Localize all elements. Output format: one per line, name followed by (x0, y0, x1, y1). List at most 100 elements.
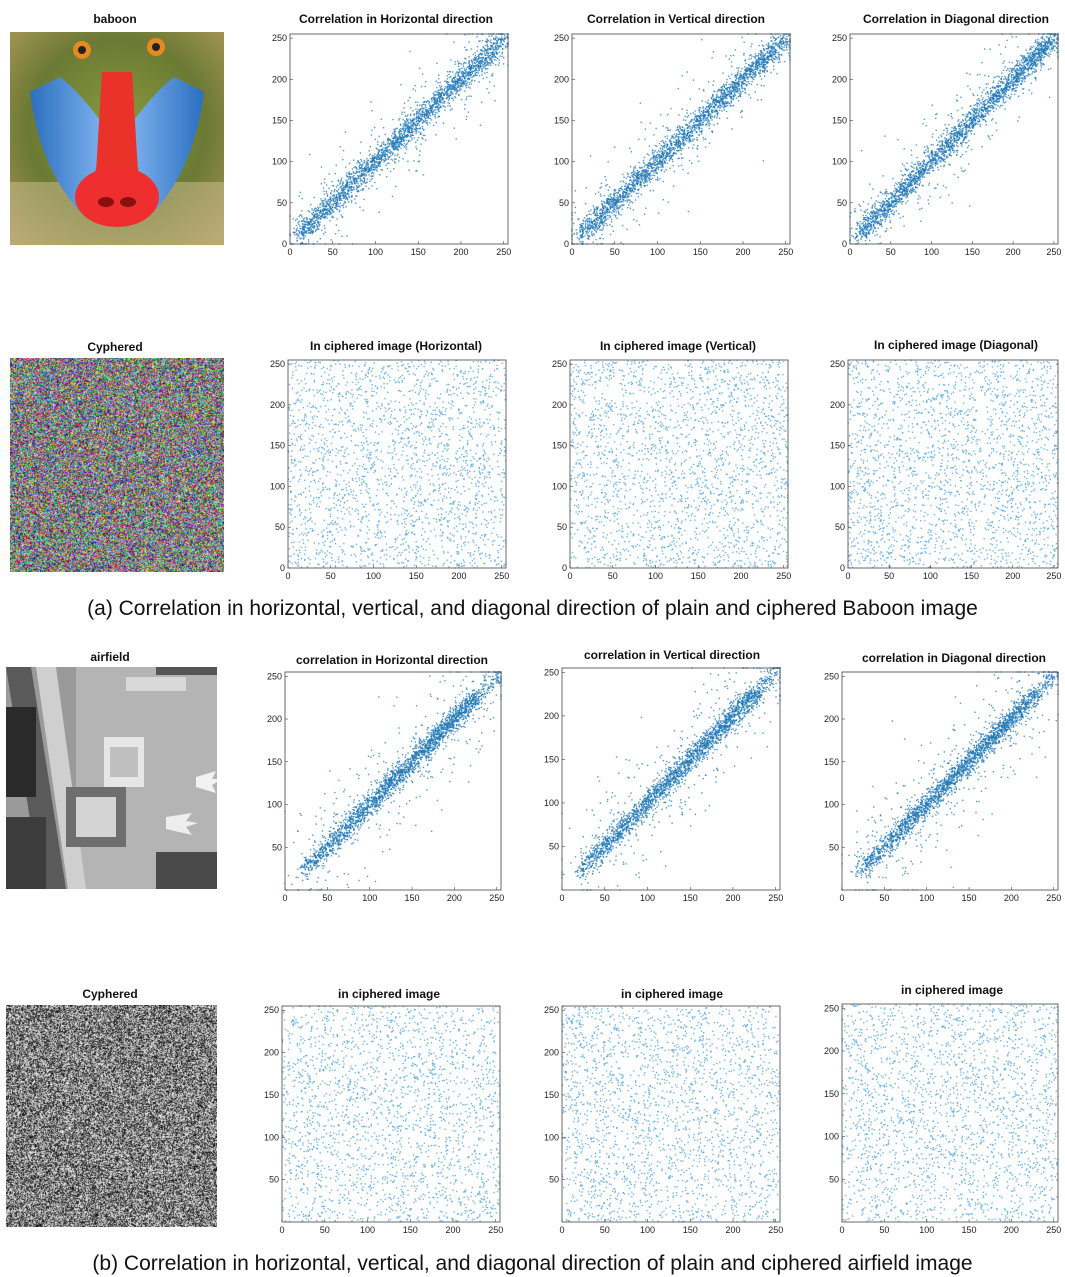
scatter-point (607, 197, 609, 200)
scatter-point (733, 86, 735, 89)
scatter-point (336, 208, 338, 210)
scatter-point (372, 173, 375, 175)
scatter-point (407, 124, 409, 127)
scatter-point (404, 144, 406, 146)
scatter-point (605, 219, 607, 221)
scatter-point (667, 127, 669, 129)
scatter-point (503, 35, 506, 37)
scatter-point (307, 210, 309, 212)
scatter-point (670, 156, 673, 158)
scatter-point (317, 207, 320, 209)
scatter-point (399, 124, 402, 126)
scatter-point (777, 53, 780, 55)
scatter-point (686, 130, 688, 132)
scatter-point (735, 97, 738, 99)
scatter-point (736, 90, 739, 92)
scatter-point (720, 99, 723, 102)
scatter-point (614, 146, 616, 148)
scatter-point (734, 76, 736, 78)
scatter-point (782, 35, 784, 37)
scatter-point (752, 66, 755, 68)
scatter-point (481, 74, 483, 76)
scatter-point (779, 35, 782, 37)
scatter-point (725, 110, 728, 113)
scatter-point (331, 198, 334, 200)
scatter-point (344, 192, 346, 194)
scatter-point (386, 148, 389, 150)
scatter-point (683, 142, 686, 144)
scatter-point (378, 160, 381, 163)
scatter-point (656, 178, 659, 180)
scatter-point (304, 221, 306, 223)
scatter-point (695, 119, 697, 122)
scatter-point (596, 212, 598, 214)
scatter-point (457, 73, 459, 76)
scatter-point (465, 58, 467, 60)
scatter-point (645, 171, 647, 174)
scatter-point (353, 172, 355, 174)
scatter-point (750, 67, 752, 70)
scatter-point (454, 76, 456, 79)
scatter-point (470, 83, 473, 85)
scatter-point (613, 214, 615, 216)
scatter-point (705, 124, 708, 126)
scatter-point (314, 216, 316, 218)
scatter-point (702, 112, 704, 114)
scatter-point (786, 49, 788, 51)
scatter-point (730, 90, 732, 92)
scatter-point (649, 159, 651, 162)
scatter-point (308, 224, 310, 226)
scatter-point (593, 228, 595, 230)
scatter-point (759, 53, 761, 56)
scatter-point (366, 178, 368, 180)
scatter-point (429, 115, 431, 117)
scatter-point (608, 202, 610, 205)
scatter-point (481, 53, 483, 55)
scatter-point (421, 73, 424, 75)
scatter-point (738, 67, 740, 69)
scatter-point (321, 200, 323, 202)
scatter-point (454, 95, 456, 98)
scatter-point (315, 217, 317, 219)
scatter-point (380, 157, 383, 159)
scatter-point (392, 140, 394, 142)
scatter-point (764, 57, 766, 59)
scatter-point (438, 110, 440, 112)
scatter-point (398, 119, 400, 121)
scatter-point (771, 61, 774, 63)
scatter-point (734, 84, 737, 86)
scatter-point (710, 97, 712, 99)
scatter-point (338, 198, 341, 200)
scatter-point (762, 60, 764, 63)
scatter-point (630, 151, 633, 153)
scatter-point (755, 75, 757, 77)
scatter-point (688, 159, 691, 162)
scatter-point (391, 152, 394, 154)
scatter-point (605, 222, 607, 225)
scatter-point (298, 236, 300, 238)
scatter-point (644, 175, 647, 177)
scatter-point (606, 199, 608, 201)
scatter-point (356, 181, 358, 183)
scatter-point (418, 131, 420, 133)
scatter-point (649, 175, 651, 177)
scatter-point (337, 179, 339, 181)
scatter-point (722, 102, 724, 104)
scatter-point (586, 237, 589, 240)
scatter-point (659, 178, 661, 180)
scatter-point (688, 122, 690, 124)
scatter-point (480, 53, 482, 55)
scatter-point (647, 176, 649, 178)
scatter-point (664, 162, 666, 164)
scatter-point (430, 119, 433, 121)
scatter-point (385, 153, 387, 155)
scatter-point (699, 120, 701, 123)
scatter-point (656, 153, 659, 156)
scatter-point (453, 127, 455, 129)
scatter-points (289, 33, 509, 245)
scatter-point (660, 140, 662, 143)
scatter-point (594, 214, 597, 216)
scatter-point (408, 139, 410, 142)
scatter-point (481, 49, 483, 51)
scatter-point (296, 227, 298, 229)
